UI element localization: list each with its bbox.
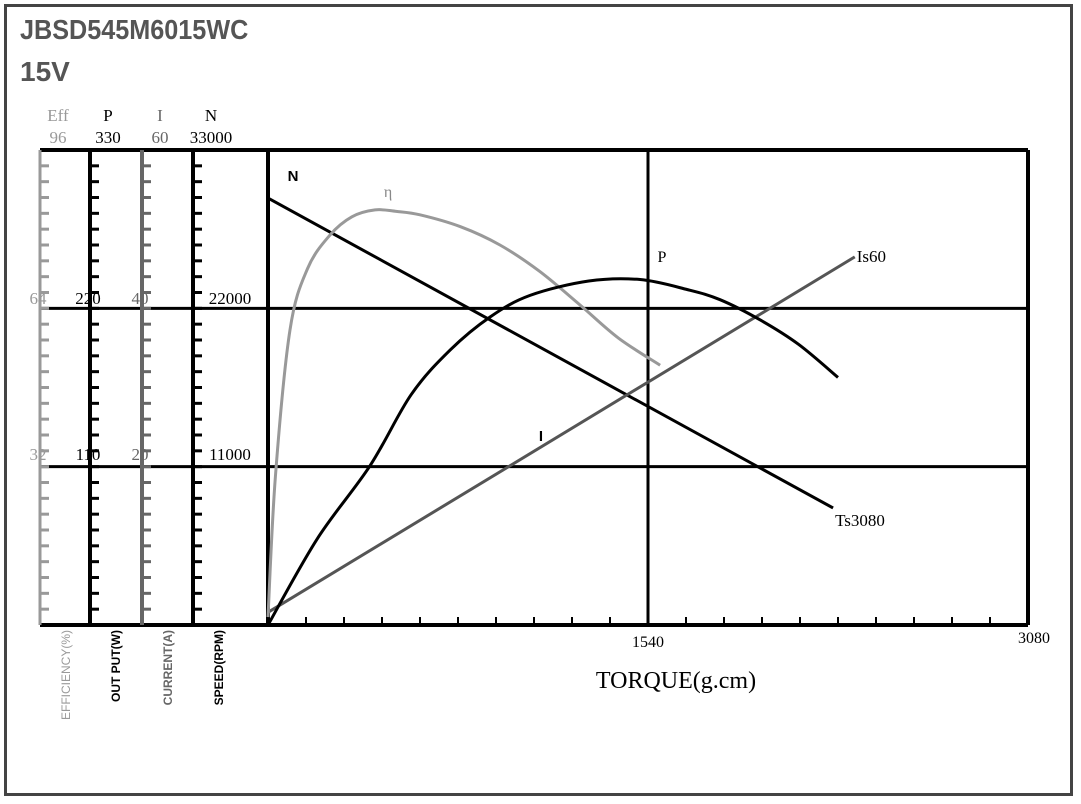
- axis-tick-label: 40: [132, 289, 149, 308]
- axis-tick-label: 22000: [209, 289, 252, 308]
- axis-label: CURRENT(A): [161, 630, 175, 705]
- axis-symbol: Eff: [47, 106, 69, 125]
- chart-frame: [4, 4, 1073, 796]
- axis-tick-label: 64: [30, 289, 48, 308]
- axis-label: EFFICIENCY(%): [59, 630, 73, 720]
- series-label: η: [384, 184, 392, 201]
- axis-label: SPEED(RPM): [212, 630, 226, 705]
- series-line-eff: [266, 208, 661, 618]
- x-axis-label: TORQUE(g.cm): [596, 668, 756, 694]
- axis-label: OUT PUT(W): [109, 630, 123, 702]
- series-end-label: Ts3080: [835, 511, 885, 530]
- axis-tick-label: 60: [152, 128, 169, 147]
- model-title: JBSD545M6015WC: [20, 14, 249, 45]
- voltage-label: 15V: [20, 56, 70, 87]
- axis-tick-label: 220: [75, 289, 101, 308]
- x-tick-label: 1540: [632, 634, 664, 651]
- axis-tick-label: 330: [95, 128, 121, 147]
- axis-tick-label: 110: [76, 445, 101, 464]
- axis-symbol: P: [103, 106, 112, 125]
- series-end-label: Is60: [857, 247, 886, 266]
- axis-tick-label: 20: [132, 445, 149, 464]
- axis-symbol: I: [157, 106, 163, 125]
- axis-tick-label: 11000: [209, 445, 251, 464]
- x-tick-label: 3080: [1018, 630, 1050, 647]
- axis-tick-label: 96: [50, 128, 67, 147]
- series-line-p: [266, 277, 839, 626]
- series-line-i: [267, 255, 856, 614]
- series-line-n: [267, 196, 834, 510]
- series-label: N: [288, 168, 299, 185]
- axis-symbol: N: [205, 106, 217, 125]
- series-label: I: [539, 428, 543, 445]
- axis-tick-label: 33000: [190, 128, 233, 147]
- axis-tick-label: 32: [30, 445, 47, 464]
- series-label: P: [658, 249, 667, 266]
